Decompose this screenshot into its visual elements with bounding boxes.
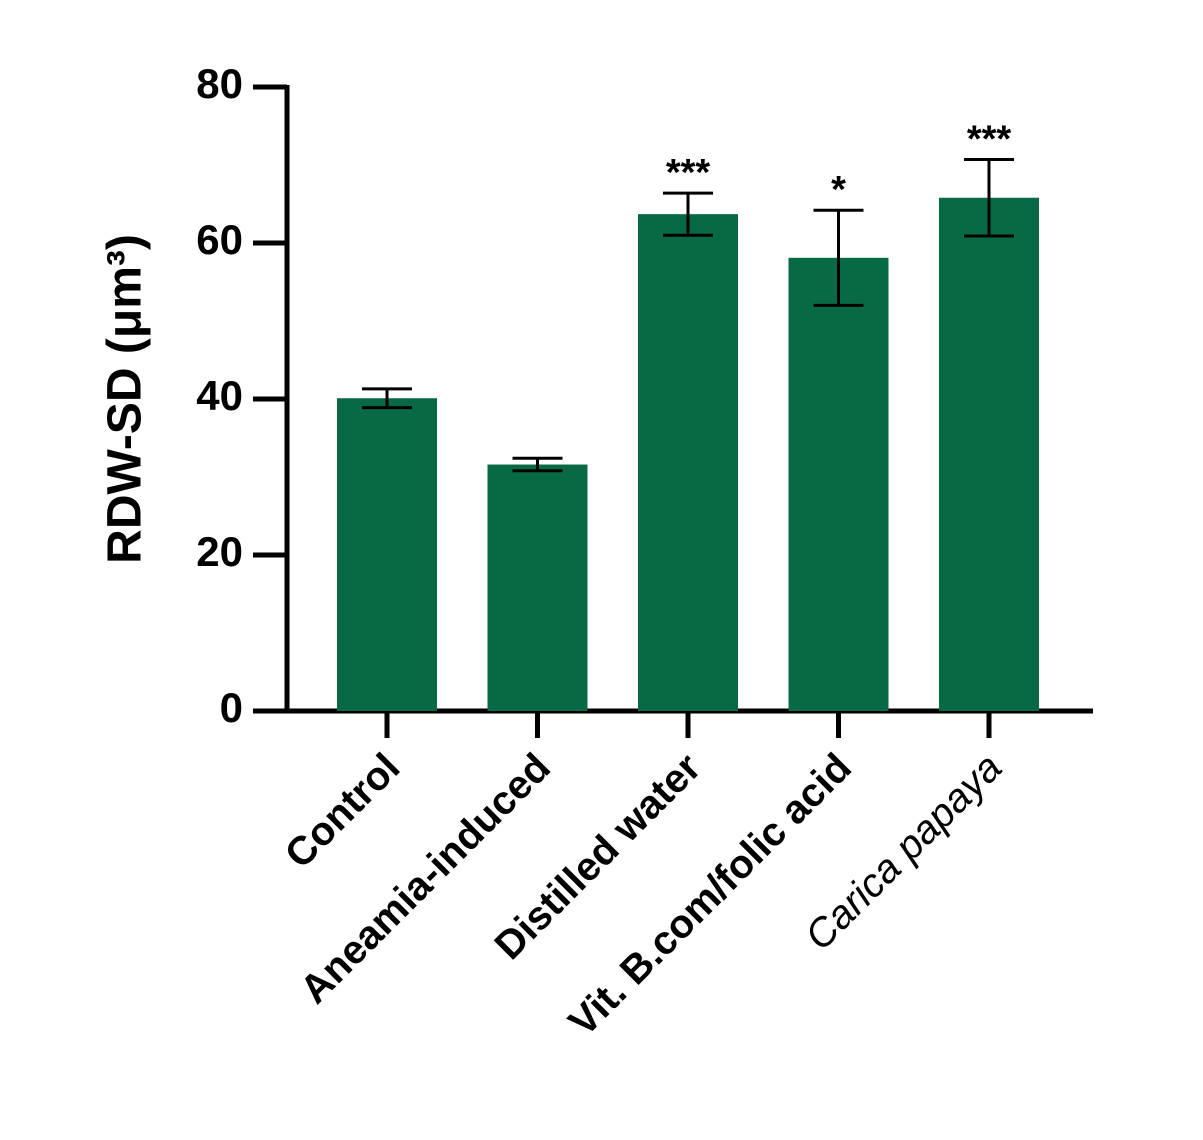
x-tick-label: Vit. B.com/folic acid [561, 745, 860, 1044]
bar [788, 257, 889, 711]
y-tick-label: 60 [196, 216, 243, 263]
y-tick-label: 20 [196, 528, 243, 575]
x-tick-label: Control [277, 745, 409, 877]
significance-label: * [831, 169, 846, 211]
y-tick-label: 0 [220, 684, 243, 731]
bar [638, 214, 738, 711]
significance-label: *** [666, 152, 711, 194]
bar [337, 398, 437, 711]
x-tick-label: Aneamia-induced [292, 745, 559, 1012]
y-tick-label: 40 [196, 372, 243, 419]
y-axis-label: RDW-SD (μm³) [99, 234, 152, 564]
y-tick-label: 80 [196, 60, 243, 107]
significance-label: *** [967, 119, 1012, 161]
bar [939, 197, 1039, 711]
bar [487, 464, 588, 711]
